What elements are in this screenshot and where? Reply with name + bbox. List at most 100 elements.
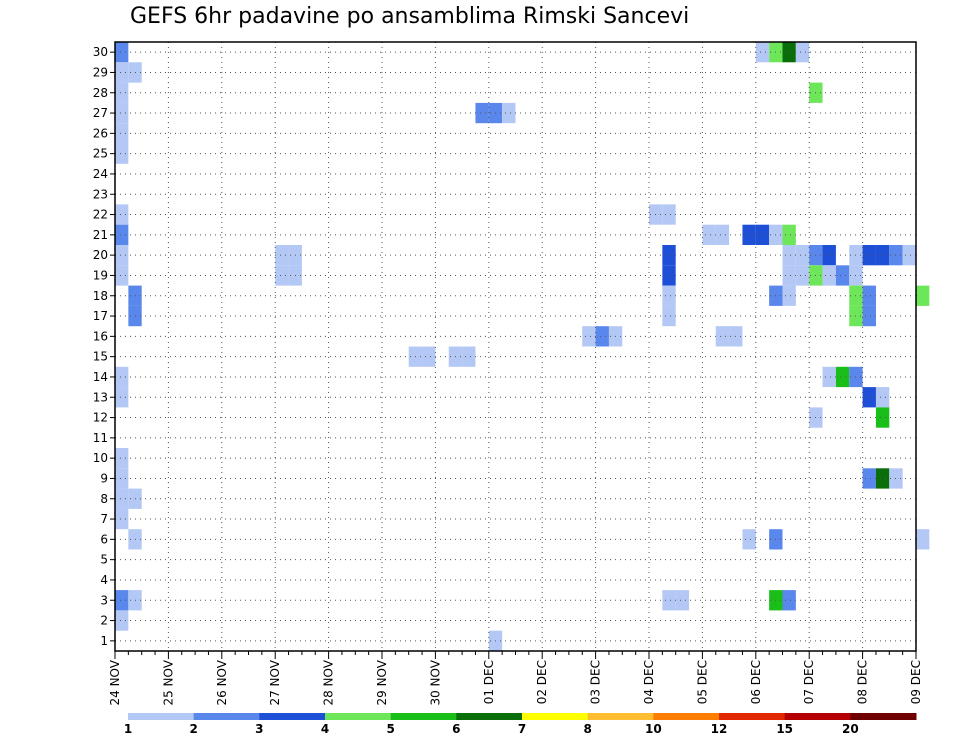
y-tick-label: 26 bbox=[93, 126, 108, 140]
data-cell bbox=[275, 245, 289, 266]
y-tick-label: 6 bbox=[100, 532, 108, 546]
legend-swatch bbox=[719, 713, 786, 720]
data-cell bbox=[115, 245, 129, 266]
y-tick-label: 19 bbox=[93, 268, 108, 282]
legend-label: 8 bbox=[583, 722, 591, 736]
y-tick-label: 14 bbox=[93, 370, 108, 384]
data-cell bbox=[822, 245, 836, 266]
data-cell bbox=[875, 407, 890, 428]
data-cell bbox=[115, 143, 129, 164]
data-cell bbox=[275, 265, 289, 286]
y-tick-label: 16 bbox=[93, 329, 108, 343]
data-cell bbox=[675, 590, 690, 611]
y-tick-label: 27 bbox=[93, 106, 108, 120]
data-cell bbox=[795, 265, 810, 286]
data-cell bbox=[502, 102, 516, 124]
data-cell bbox=[782, 285, 796, 306]
y-tick-label: 7 bbox=[100, 512, 108, 526]
data-cell bbox=[835, 366, 850, 388]
data-cell bbox=[595, 326, 609, 347]
x-tick-label: 02 DEC bbox=[535, 660, 549, 704]
data-cell bbox=[875, 387, 890, 408]
y-tick-label: 22 bbox=[93, 208, 108, 222]
legend-swatch bbox=[850, 713, 917, 720]
y-tick-label: 12 bbox=[93, 411, 108, 425]
data-cell bbox=[462, 346, 476, 367]
chart-title: GEFS 6hr padavine po ansamblima Rimski S… bbox=[130, 4, 690, 29]
data-cell bbox=[115, 610, 129, 631]
legend-label: 1 bbox=[124, 722, 132, 736]
data-cell bbox=[835, 265, 850, 286]
y-tick-label: 17 bbox=[93, 309, 108, 323]
legend-swatch bbox=[784, 713, 851, 720]
data-cell bbox=[115, 102, 129, 124]
legend-label: 3 bbox=[255, 722, 263, 736]
data-cell bbox=[822, 265, 836, 286]
y-tick-label: 9 bbox=[100, 471, 108, 485]
data-cell bbox=[782, 245, 796, 266]
legend-label: 10 bbox=[645, 722, 662, 736]
data-cell bbox=[782, 224, 796, 245]
x-tick-label: 24 NOV bbox=[108, 659, 122, 705]
y-tick-label: 29 bbox=[93, 65, 108, 79]
x-tick-label: 27 NOV bbox=[268, 659, 282, 705]
legend-label: 15 bbox=[776, 722, 793, 736]
data-cell bbox=[795, 245, 810, 266]
data-cell bbox=[782, 590, 796, 611]
x-tick-label: 05 DEC bbox=[695, 660, 709, 704]
x-tick-label: 04 DEC bbox=[642, 660, 656, 704]
y-tick-label: 18 bbox=[93, 289, 108, 303]
y-tick-label: 21 bbox=[93, 228, 108, 242]
data-cell bbox=[862, 305, 876, 327]
data-cell bbox=[742, 529, 756, 550]
x-tick-label: 28 NOV bbox=[322, 659, 336, 705]
x-tick-label: 06 DEC bbox=[749, 660, 763, 704]
y-tick-label: 1 bbox=[100, 634, 108, 648]
y-tick-label: 11 bbox=[93, 431, 108, 445]
data-cell bbox=[875, 468, 890, 489]
x-tick-label: 09 DEC bbox=[909, 660, 923, 704]
data-cell bbox=[916, 529, 930, 550]
x-tick-label: 29 NOV bbox=[375, 659, 389, 705]
y-tick-label: 2 bbox=[100, 614, 108, 628]
x-tick-label: 07 DEC bbox=[802, 660, 816, 704]
y-tick-label: 28 bbox=[93, 86, 108, 100]
data-cell bbox=[782, 42, 796, 63]
data-cell bbox=[115, 224, 129, 245]
data-cell bbox=[862, 468, 876, 489]
data-cell bbox=[115, 448, 129, 469]
y-tick-label: 15 bbox=[93, 350, 108, 364]
y-tick-label: 20 bbox=[93, 248, 108, 262]
data-cell bbox=[742, 224, 756, 245]
x-tick-label: 26 NOV bbox=[215, 659, 229, 705]
data-cell bbox=[875, 245, 890, 266]
data-cell bbox=[115, 204, 129, 225]
legend-label: 6 bbox=[452, 722, 460, 736]
y-tick-label: 3 bbox=[100, 593, 108, 607]
x-tick-label: 01 DEC bbox=[482, 660, 496, 704]
y-tick-label: 4 bbox=[100, 573, 108, 587]
legend-swatch bbox=[587, 713, 654, 720]
y-tick-label: 25 bbox=[93, 147, 108, 161]
data-cell bbox=[662, 204, 676, 225]
data-cell bbox=[782, 265, 796, 286]
data-cell bbox=[475, 102, 489, 124]
data-cell bbox=[862, 285, 876, 306]
legend-swatch bbox=[390, 713, 457, 720]
data-cell bbox=[422, 346, 436, 367]
legend-label: 4 bbox=[321, 722, 329, 736]
y-tick-label: 24 bbox=[93, 167, 108, 181]
data-cell bbox=[115, 265, 129, 286]
data-cell bbox=[755, 224, 770, 245]
legend-swatch bbox=[456, 713, 523, 720]
legend-swatch bbox=[325, 713, 392, 720]
legend-label: 5 bbox=[386, 722, 394, 736]
data-cell bbox=[715, 326, 730, 347]
data-cell bbox=[662, 285, 676, 306]
legend-swatch bbox=[522, 713, 589, 720]
data-cell bbox=[115, 42, 129, 63]
legend-label: 20 bbox=[842, 722, 859, 736]
data-cell bbox=[115, 62, 129, 83]
legend-label: 7 bbox=[518, 722, 526, 736]
